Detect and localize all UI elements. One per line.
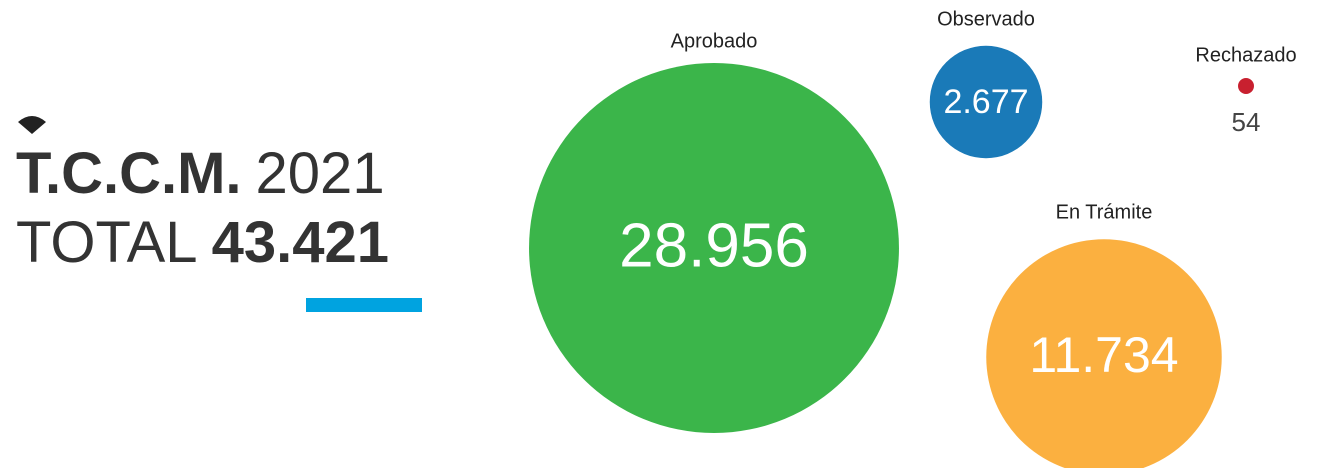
total-label: TOTAL <box>16 210 198 275</box>
value-label: 2.677 <box>943 83 1028 121</box>
category-label: En Trámite <box>1056 201 1153 223</box>
category-label: Aprobado <box>671 30 758 52</box>
title-abbr: T.C.C.M. <box>16 141 242 206</box>
value-label: 28.956 <box>619 211 809 280</box>
value-label: 11.734 <box>1029 327 1178 383</box>
category-label: Observado <box>937 8 1035 30</box>
total: TOTAL 43.421 <box>16 210 389 275</box>
total-value: 43.421 <box>212 210 389 275</box>
bubble <box>1238 78 1254 94</box>
accent-bar <box>306 298 422 312</box>
category-label: Rechazado <box>1195 44 1296 66</box>
bubble <box>929 45 1043 159</box>
title-year: 2021 <box>256 141 385 206</box>
chart-title: T.C.C.M. 2021 <box>16 141 385 206</box>
bubble <box>986 239 1222 468</box>
signal-icon <box>18 116 46 134</box>
bubble <box>529 63 899 433</box>
value-label: 54 <box>1232 107 1261 137</box>
